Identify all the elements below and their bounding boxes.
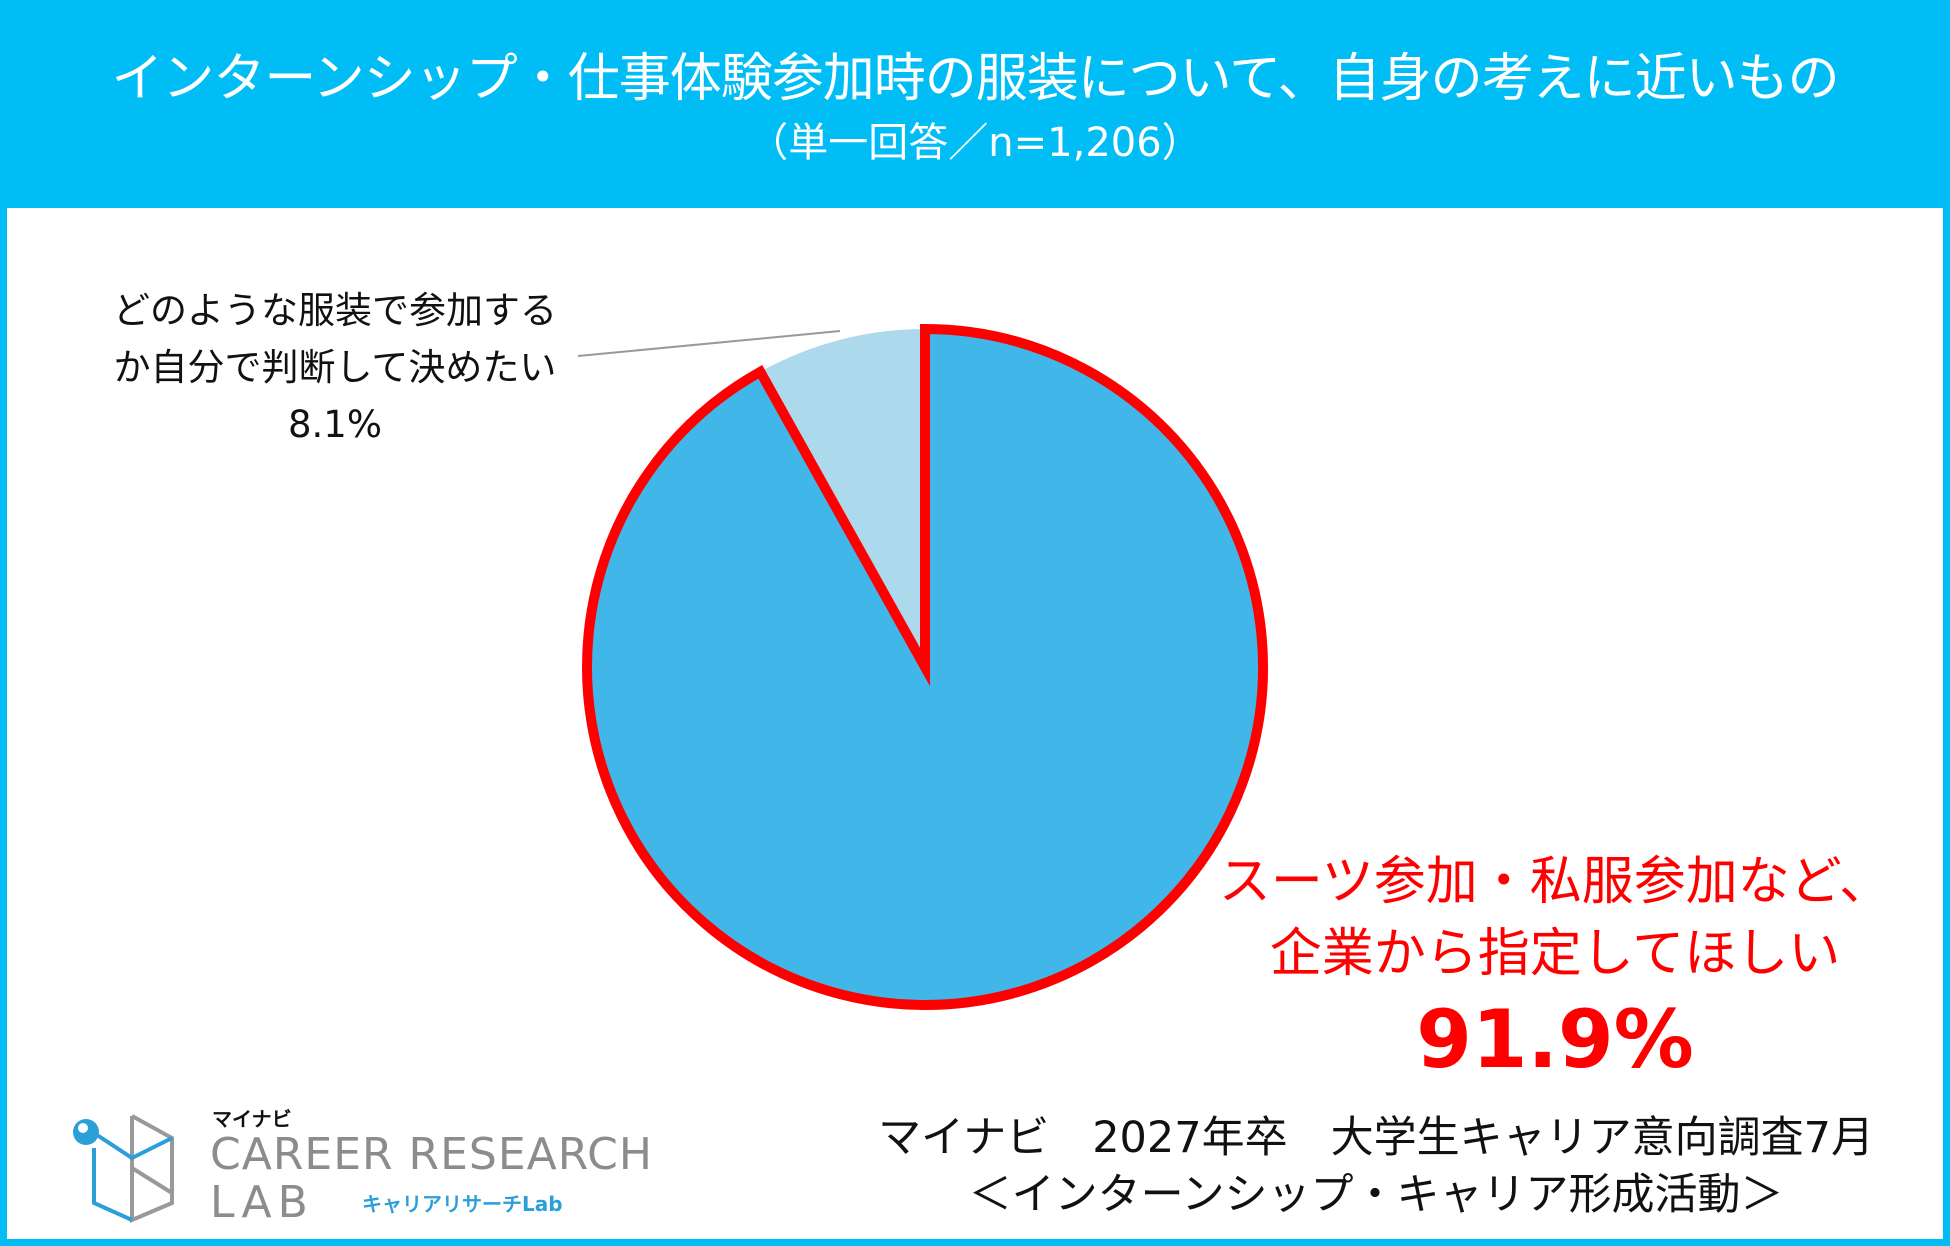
career-research-lab-logo: マイナビ CAREER RESEARCH LAB キャリアリサーチLab — [72, 1108, 652, 1228]
slice-value-label: 8.1% — [288, 403, 382, 446]
logo-brand: マイナビ — [212, 1107, 292, 1131]
chart-header: インターンシップ・仕事体験参加時の服装について、自身の考えに近いもの （単一回答… — [0, 0, 1950, 208]
pie-slice-1 — [760, 329, 925, 667]
slice-value-label: 91.9% — [1416, 993, 1694, 1086]
leader-line — [577, 330, 841, 357]
source-note: マイナビ 2027年卒 大学生キャリア意向調査7月 ＜インターンシップ・キャリア… — [878, 1110, 1874, 1224]
slice-label-line: 企業から指定してほしい — [1269, 924, 1841, 984]
chart-subtitle: （単一回答／n=1,206） — [748, 120, 1202, 166]
logo-cube-icon — [73, 1114, 174, 1224]
logo-name: CAREER RESEARCH — [210, 1129, 653, 1180]
slice-label-line: スーツ参加・私服参加など、 — [1218, 852, 1892, 912]
chart-title: インターンシップ・仕事体験参加時の服装について、自身の考えに近いもの — [111, 49, 1839, 109]
slice-label-self-decide: どのような服装で参加する か自分で判断して決めたい 8.1% — [70, 282, 600, 453]
pie-slice-0 — [582, 323, 1268, 1010]
slice-label-company-specify: スーツ参加・私服参加など、 企業から指定してほしい 91.9% — [1200, 846, 1910, 1090]
slice-label-line: どのような服装で参加する — [113, 289, 557, 332]
logo-name-jp: キャリアリサーチLab — [362, 1192, 563, 1216]
slice-label-line: か自分で判断して決めたい — [113, 346, 557, 389]
source-line: ＜インターンシップ・キャリア形成活動＞ — [968, 1170, 1784, 1220]
source-line: マイナビ 2027年卒 大学生キャリア意向調査7月 — [878, 1113, 1874, 1163]
logo-name-lab: LAB — [210, 1177, 314, 1228]
